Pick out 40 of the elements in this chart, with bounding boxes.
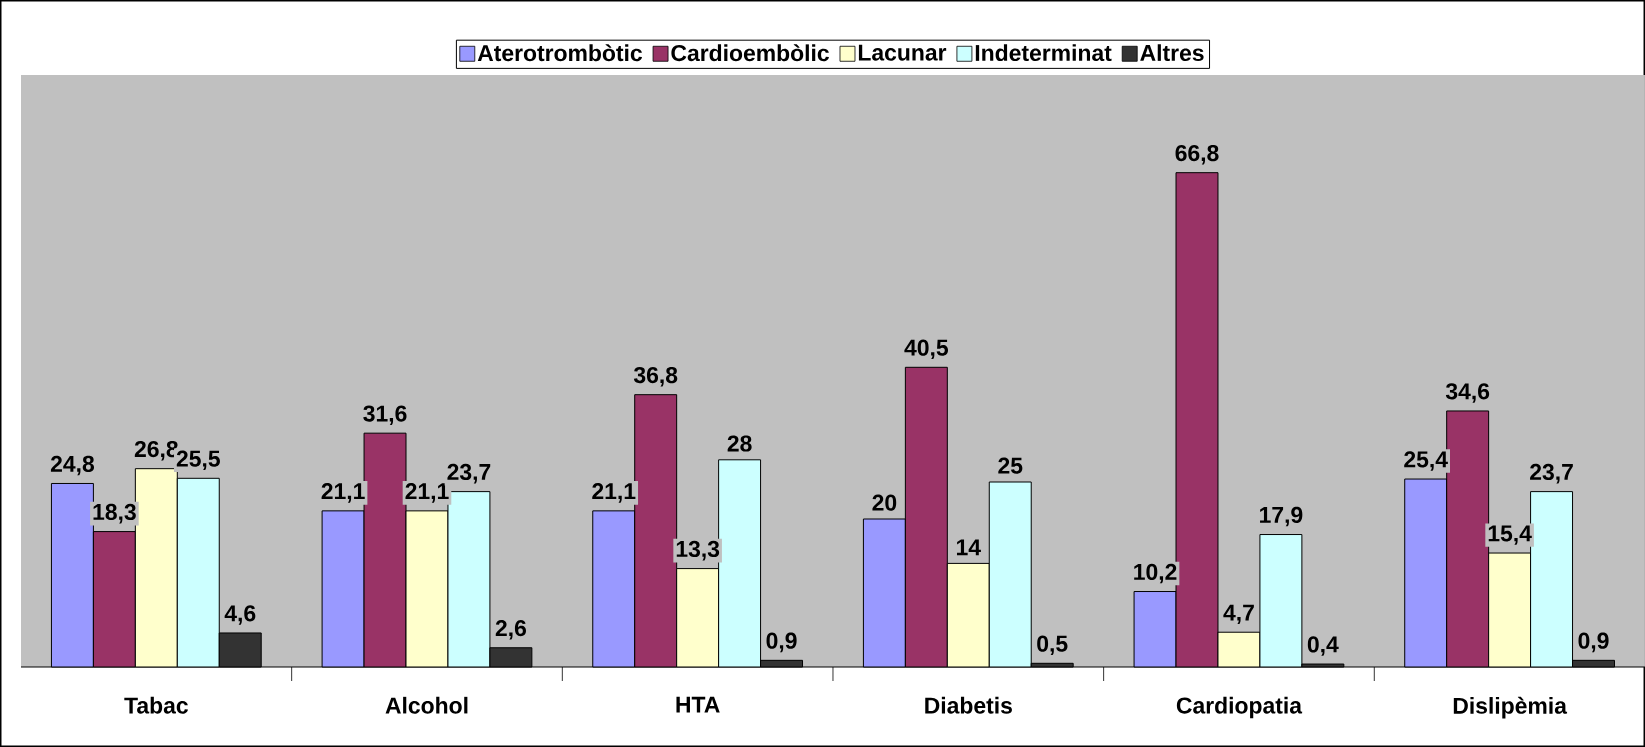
data-label: 10,2	[1134, 563, 1177, 584]
data-label: 25,4	[1404, 451, 1448, 471]
data-label: 4,6	[224, 605, 256, 625]
data-label: 13,3	[676, 540, 720, 561]
legend-label: Lacunar	[858, 44, 947, 61]
legend-label: Aterotrombòtic	[477, 44, 642, 62]
x-tick-label: Diabetis	[925, 696, 1012, 714]
legend-label: Indeterminat	[975, 44, 1112, 62]
data-label: 34,6	[1445, 383, 1490, 403]
data-label: 14	[956, 539, 981, 556]
x-tick-label: Cardiopatia	[1176, 696, 1303, 719]
data-label: 21,1	[321, 483, 365, 503]
data-label: 36,8	[633, 366, 678, 387]
x-tick-label: Dislipèmia	[1453, 696, 1568, 719]
x-tick-label: Alcohol	[385, 696, 468, 714]
data-label: 28	[727, 435, 752, 452]
data-label: 0,5	[1037, 635, 1068, 656]
data-label: 18,3	[93, 503, 136, 524]
x-tick-label: Tabac	[124, 696, 188, 714]
data-label: 0,4	[1307, 636, 1339, 656]
data-label: 4,7	[1223, 604, 1254, 625]
data-label: 21,1	[592, 483, 636, 503]
data-label: 20	[872, 494, 897, 511]
data-label: 40,5	[904, 339, 948, 360]
data-label: 24,8	[50, 455, 95, 476]
data-label: 0,9	[1578, 632, 1609, 653]
x-tick-label: HTA	[676, 696, 720, 713]
data-label: 66,8	[1175, 144, 1219, 165]
data-label: 23,7	[1530, 463, 1573, 484]
legend-label: Cardioembòlic	[671, 44, 829, 62]
data-label: 2,6	[495, 620, 526, 640]
legend-label: Altres	[1140, 44, 1204, 62]
data-label: 21,1	[405, 483, 449, 503]
data-label: 25	[998, 457, 1023, 474]
data-label: 23,7	[447, 463, 491, 484]
data-label: 31,6	[363, 405, 407, 425]
data-label: 25,5	[176, 450, 220, 471]
data-label: 0,9	[766, 632, 797, 653]
data-label: 15,4	[1488, 525, 1532, 545]
data-label: 17,9	[1260, 506, 1303, 527]
